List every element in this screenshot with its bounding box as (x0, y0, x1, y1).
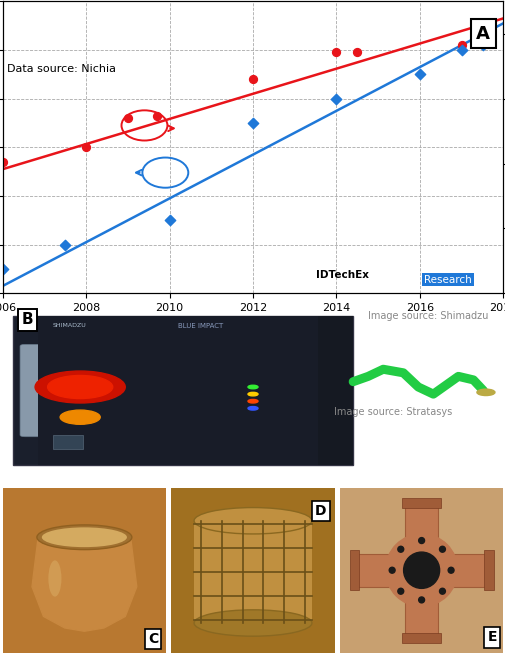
Circle shape (418, 538, 424, 543)
Point (478, 35, 486, 46)
FancyBboxPatch shape (20, 345, 42, 437)
Text: C: C (147, 632, 158, 646)
Bar (194, 521, 311, 623)
Text: Image source: Shimadzu: Image source: Shimadzu (367, 311, 487, 320)
Point (457, 40, 465, 50)
Polygon shape (32, 534, 136, 631)
Circle shape (35, 371, 125, 403)
Point (123, 113, 131, 124)
Point (82, 142, 90, 152)
Text: SHIMADZU: SHIMADZU (53, 323, 86, 328)
Point (153, 111, 161, 121)
Circle shape (439, 546, 444, 552)
Circle shape (247, 400, 258, 403)
Circle shape (60, 410, 100, 424)
FancyBboxPatch shape (401, 633, 440, 643)
FancyBboxPatch shape (405, 501, 437, 640)
Text: Research: Research (423, 275, 471, 284)
Point (0, 157, 7, 167)
Point (0, 264, 7, 274)
Point (248, 118, 257, 128)
Ellipse shape (37, 525, 132, 549)
Circle shape (47, 375, 113, 398)
FancyBboxPatch shape (483, 551, 493, 590)
Point (248, 74, 257, 84)
Circle shape (397, 546, 403, 552)
FancyBboxPatch shape (318, 316, 352, 465)
Text: A: A (475, 25, 489, 43)
Circle shape (418, 597, 424, 603)
FancyBboxPatch shape (37, 316, 318, 465)
X-axis label: Year: Year (238, 318, 267, 332)
Point (165, 215, 173, 226)
FancyBboxPatch shape (53, 435, 82, 449)
FancyBboxPatch shape (13, 316, 352, 465)
Text: E: E (486, 630, 496, 644)
FancyBboxPatch shape (401, 498, 440, 508)
Circle shape (247, 392, 258, 396)
Circle shape (388, 567, 394, 573)
Circle shape (385, 534, 457, 606)
FancyBboxPatch shape (349, 551, 359, 590)
Text: IDTechEx: IDTechEx (315, 269, 368, 280)
Circle shape (403, 552, 439, 589)
Text: Image source: Stratasys: Image source: Stratasys (333, 407, 451, 417)
FancyBboxPatch shape (352, 554, 489, 587)
Point (332, 47, 340, 58)
Point (415, 69, 423, 80)
Circle shape (476, 389, 494, 396)
Circle shape (247, 407, 258, 410)
Circle shape (247, 385, 258, 388)
Circle shape (447, 567, 453, 573)
Point (457, 44, 465, 55)
Point (332, 94, 340, 104)
Point (478, 40, 486, 50)
Ellipse shape (194, 508, 311, 534)
Text: D: D (315, 504, 326, 518)
Text: B: B (22, 313, 33, 328)
FancyBboxPatch shape (302, 345, 325, 437)
Ellipse shape (48, 560, 61, 596)
Text: Data source: Nichia: Data source: Nichia (7, 64, 116, 74)
Point (61, 239, 69, 250)
Circle shape (439, 588, 444, 594)
Text: BLUE IMPACT: BLUE IMPACT (178, 323, 223, 329)
Ellipse shape (42, 527, 127, 547)
Ellipse shape (194, 610, 311, 636)
Point (352, 47, 361, 58)
Circle shape (397, 588, 403, 594)
